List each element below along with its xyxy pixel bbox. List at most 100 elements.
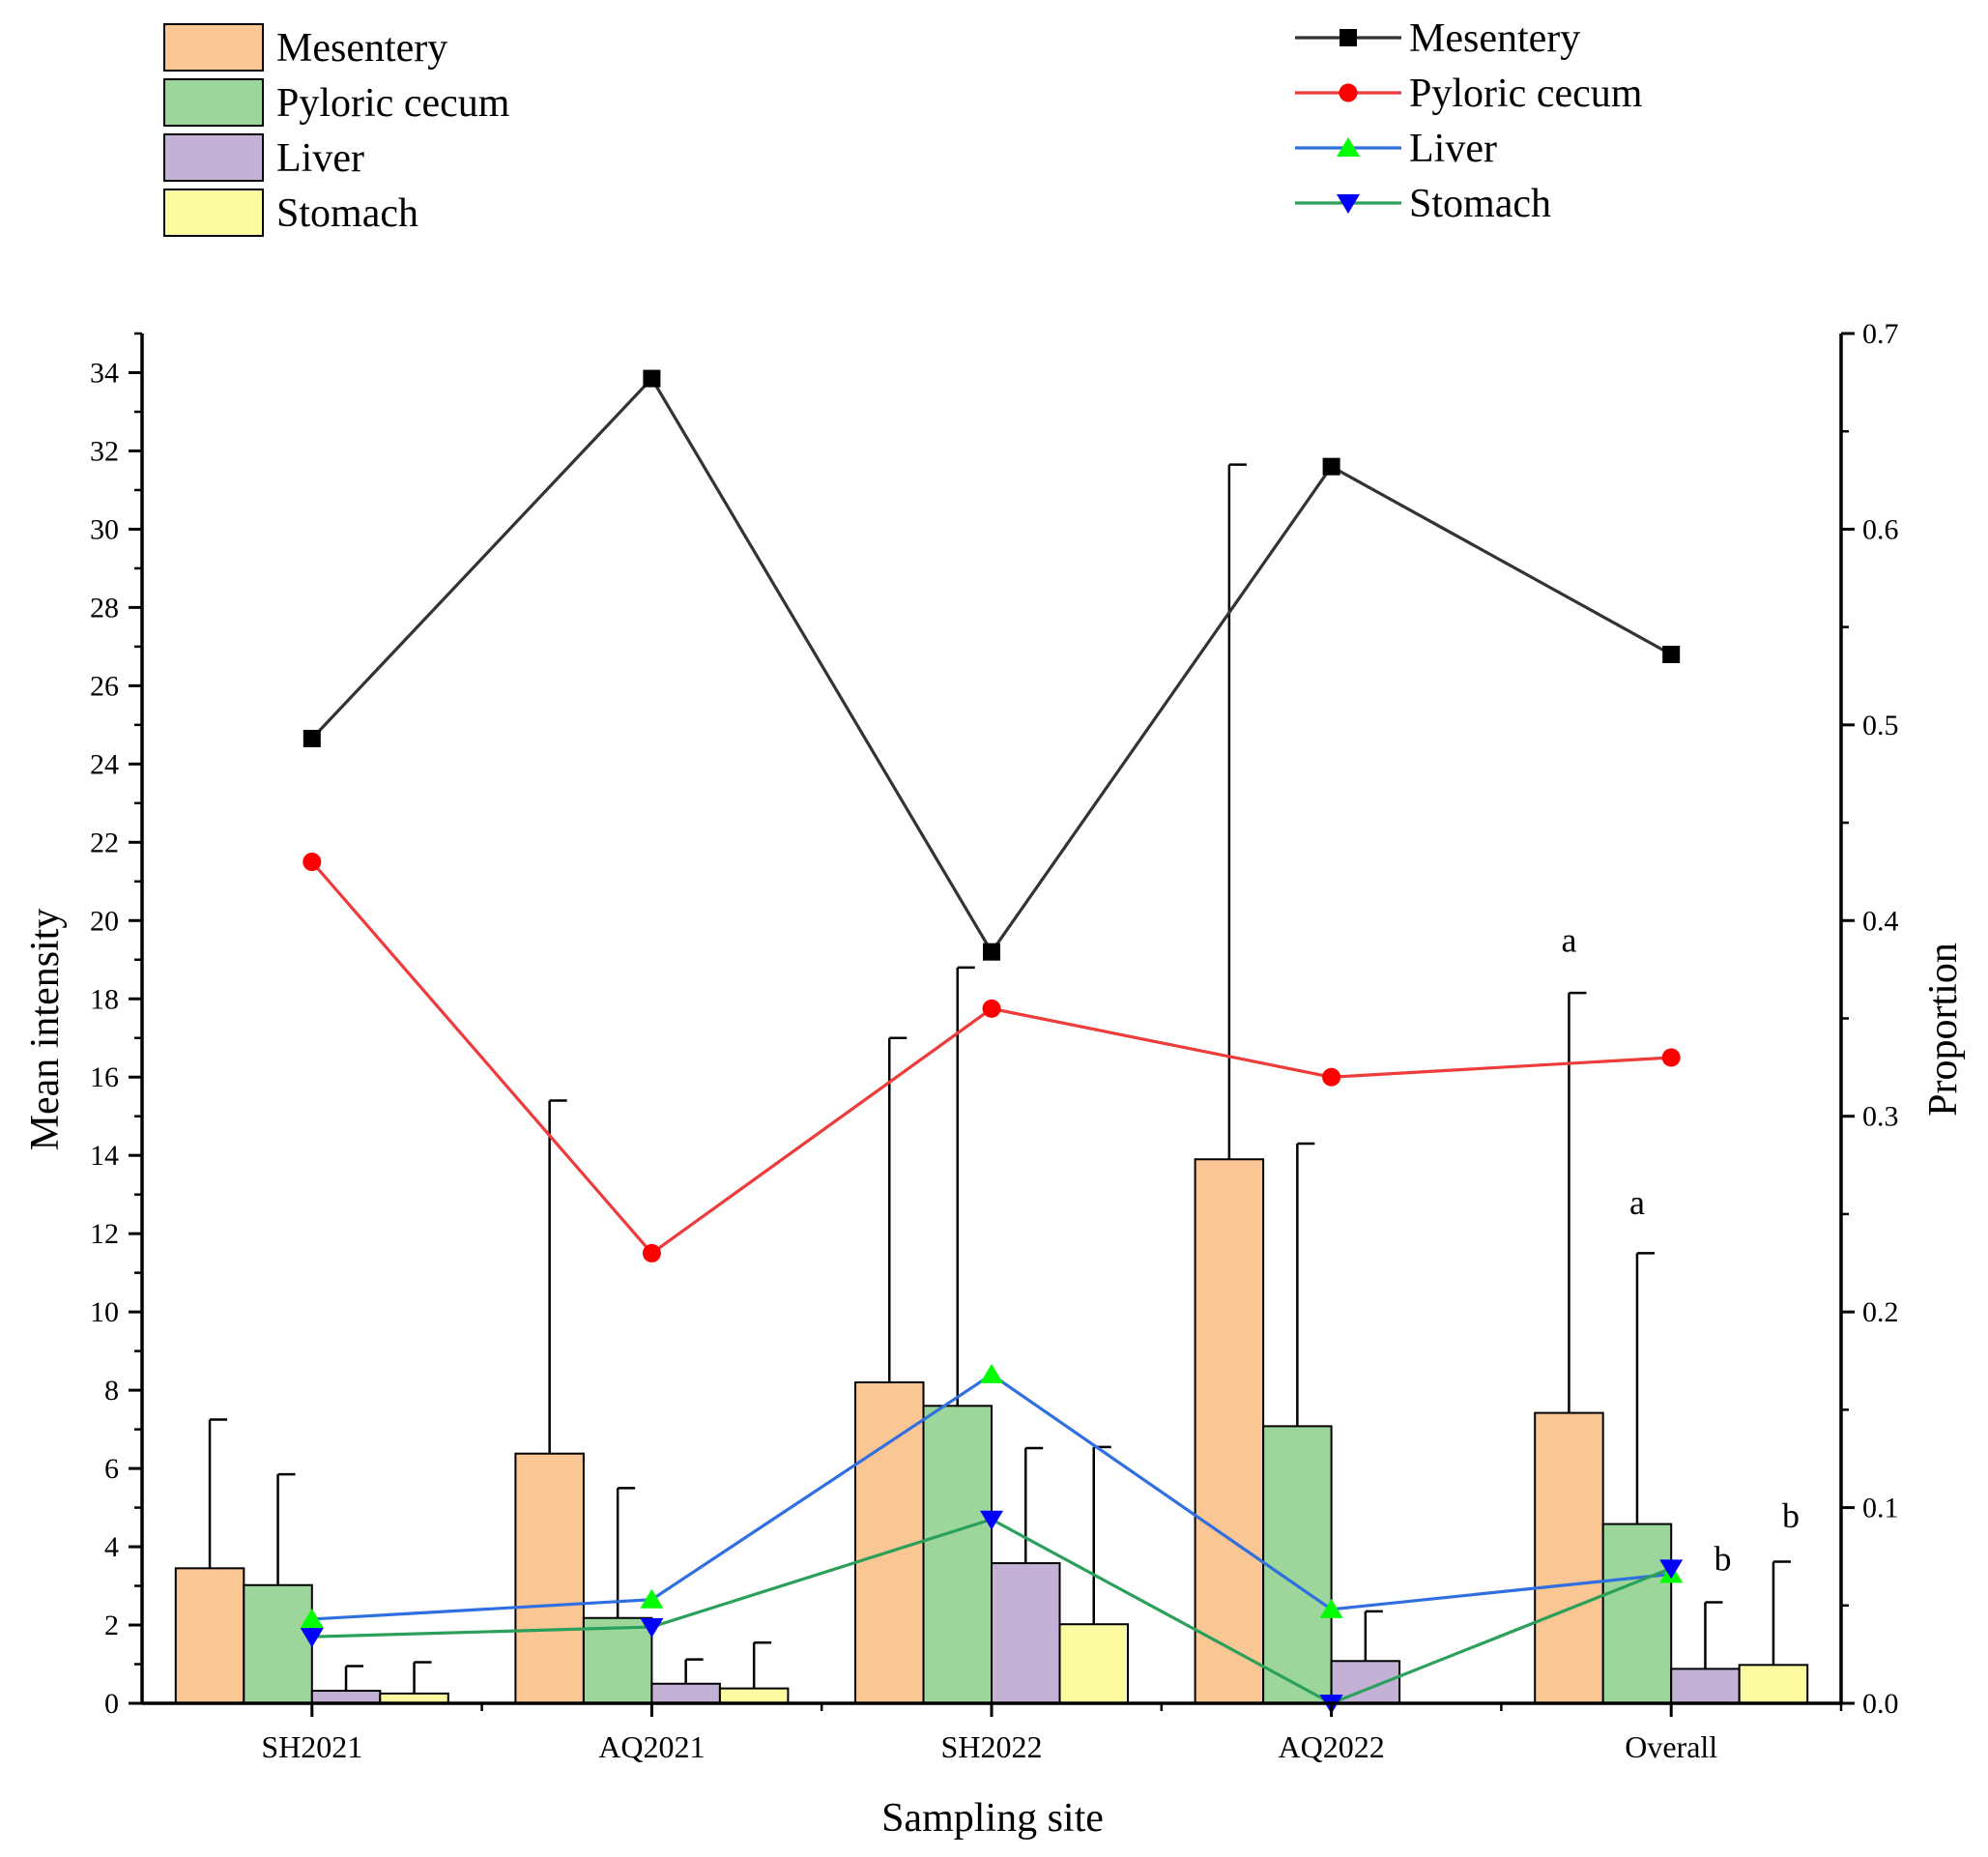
marker-liver-aq2021 [640,1588,664,1609]
bar-liver-sh2022 [991,1562,1061,1705]
marker-stomach-aq2021 [640,1618,664,1639]
y-tick-label: 4 [104,1531,119,1563]
y2-tick-label: 0.7 [1862,318,1899,350]
y-tick-label: 28 [90,592,119,624]
bar-pyloric-cecum-sh2022 [922,1405,993,1705]
y-tick-label: 26 [90,670,119,702]
bar-stomach-sh2022 [1058,1623,1129,1705]
significance-label: a [1561,921,1576,960]
y2-axis-title: Proportion [1921,943,1966,1117]
bar-mesentery-aq2022 [1194,1158,1265,1704]
bar-stomach-aq2021 [718,1687,790,1705]
x-tick-label-aq2021: AQ2021 [598,1729,705,1764]
marker-pyloric-cecum-aq2021 [642,1243,661,1262]
significance-label: a [1629,1183,1645,1222]
axes-group: 02468101214161820222426283032340.00.10.2… [90,318,1899,1764]
legend-swatch-mesentery [163,23,264,72]
significance-label: b [1782,1496,1800,1535]
line-series-group [300,369,1684,1714]
y-tick-label: 6 [104,1453,119,1485]
bar-legend: Mesentery Pyloric cecum Liver Stomach [163,23,510,237]
bar-mesentery-overall [1534,1411,1604,1704]
marker-mesentery-aq2022 [1322,457,1340,476]
y2-tick-label: 0.0 [1862,1688,1899,1720]
bar-mesentery-sh2021 [174,1567,245,1705]
marker-stomach-overall [1659,1559,1684,1580]
y-tick-label: 12 [90,1218,119,1250]
marker-liver-aq2022 [1319,1598,1343,1618]
annotation-group: a a b b [1561,921,1799,1579]
y-tick-label: 24 [90,748,119,780]
y2-tick-label: 0.3 [1862,1101,1899,1133]
marker-mesentery-sh2021 [303,730,321,748]
y-tick-label: 34 [90,357,119,389]
bar-pyloric-cecum-sh2021 [243,1583,313,1705]
y2-tick-label: 0.6 [1862,513,1899,545]
y-tick-label: 10 [90,1296,119,1328]
legend-line-label-pyloric-cecum: Pyloric cecum [1409,72,1643,116]
marker-stomach-sh2022 [980,1510,1003,1530]
y-tick-label: 32 [90,435,119,467]
legend-swatch-pyloric-cecum [163,78,264,127]
bar-mesentery-aq2021 [514,1452,585,1705]
y-tick-label: 8 [104,1375,119,1407]
bar-pyloric-cecum-aq2022 [1262,1425,1333,1704]
y-tick-label: 20 [90,905,119,937]
y2-tick-label: 0.2 [1862,1296,1899,1328]
marker-pyloric-cecum-sh2022 [982,999,1001,1018]
y-tick-label: 30 [90,513,119,545]
legend-swatch-liver [163,133,264,182]
y-tick-label: 0 [104,1688,119,1720]
legend-marker-liver [1337,137,1360,157]
legend-label-mesentery: Mesentery [276,26,447,71]
bar-liver-aq2021 [650,1682,721,1705]
x-tick-label-sh2021: SH2021 [261,1729,362,1764]
legend-line-label-mesentery: Mesentery [1409,16,1580,61]
y-tick-label: 18 [90,983,119,1015]
x-axis-title: Sampling site [881,1796,1104,1841]
marker-pyloric-cecum-sh2021 [303,853,322,872]
legend-label-liver: Liver [276,136,364,181]
y2-tick-label: 0.5 [1862,710,1899,741]
bar-pyloric-cecum-aq2021 [582,1616,653,1704]
marker-liver-sh2022 [980,1363,1003,1383]
marker-pyloric-cecum-aq2022 [1322,1067,1341,1087]
marker-liver-sh2021 [300,1608,324,1628]
bar-liver-sh2021 [310,1690,382,1704]
y-tick-label: 22 [90,827,119,858]
legend-marker-pyloric-cecum [1339,83,1358,102]
line-pyloric-cecum [310,860,1672,1256]
x-tick-label-overall: Overall [1625,1729,1717,1764]
bar-stomach-overall [1738,1664,1809,1704]
legend-line-label-liver: Liver [1409,127,1497,171]
x-tick-label-aq2022: AQ2022 [1278,1729,1384,1764]
y-tick-label: 16 [90,1061,119,1093]
y-tick-label: 14 [90,1140,119,1172]
bar-pyloric-cecum-overall [1601,1523,1673,1705]
y2-tick-label: 0.4 [1862,905,1899,937]
legend-line-label-stomach: Stomach [1409,182,1551,226]
legend-marker-stomach [1337,194,1360,214]
marker-mesentery-sh2022 [983,943,1000,961]
x-tick-label-sh2022: SH2022 [941,1729,1043,1764]
marker-stomach-sh2021 [300,1628,324,1648]
legend-label-pyloric-cecum: Pyloric cecum [276,81,510,126]
error-bar-group [208,463,1791,1694]
y-axis-title: Mean intensity [23,909,68,1151]
y2-tick-label: 0.1 [1862,1493,1899,1524]
line-mesentery [310,375,1672,955]
line-legend: Mesentery Pyloric cecum Liver Stomach [1295,16,1643,226]
bar-liver-overall [1670,1668,1741,1704]
y-tick-label: 2 [104,1610,119,1641]
legend-swatch-stomach [163,189,264,237]
legend-marker-mesentery [1340,29,1357,46]
marker-mesentery-overall [1662,645,1681,663]
bar-series-group [174,1158,1809,1705]
bar-liver-aq2022 [1330,1660,1401,1704]
legend-label-stomach: Stomach [276,191,418,236]
marker-pyloric-cecum-overall [1661,1048,1681,1067]
significance-label: b [1714,1539,1731,1578]
marker-mesentery-aq2021 [643,369,661,388]
